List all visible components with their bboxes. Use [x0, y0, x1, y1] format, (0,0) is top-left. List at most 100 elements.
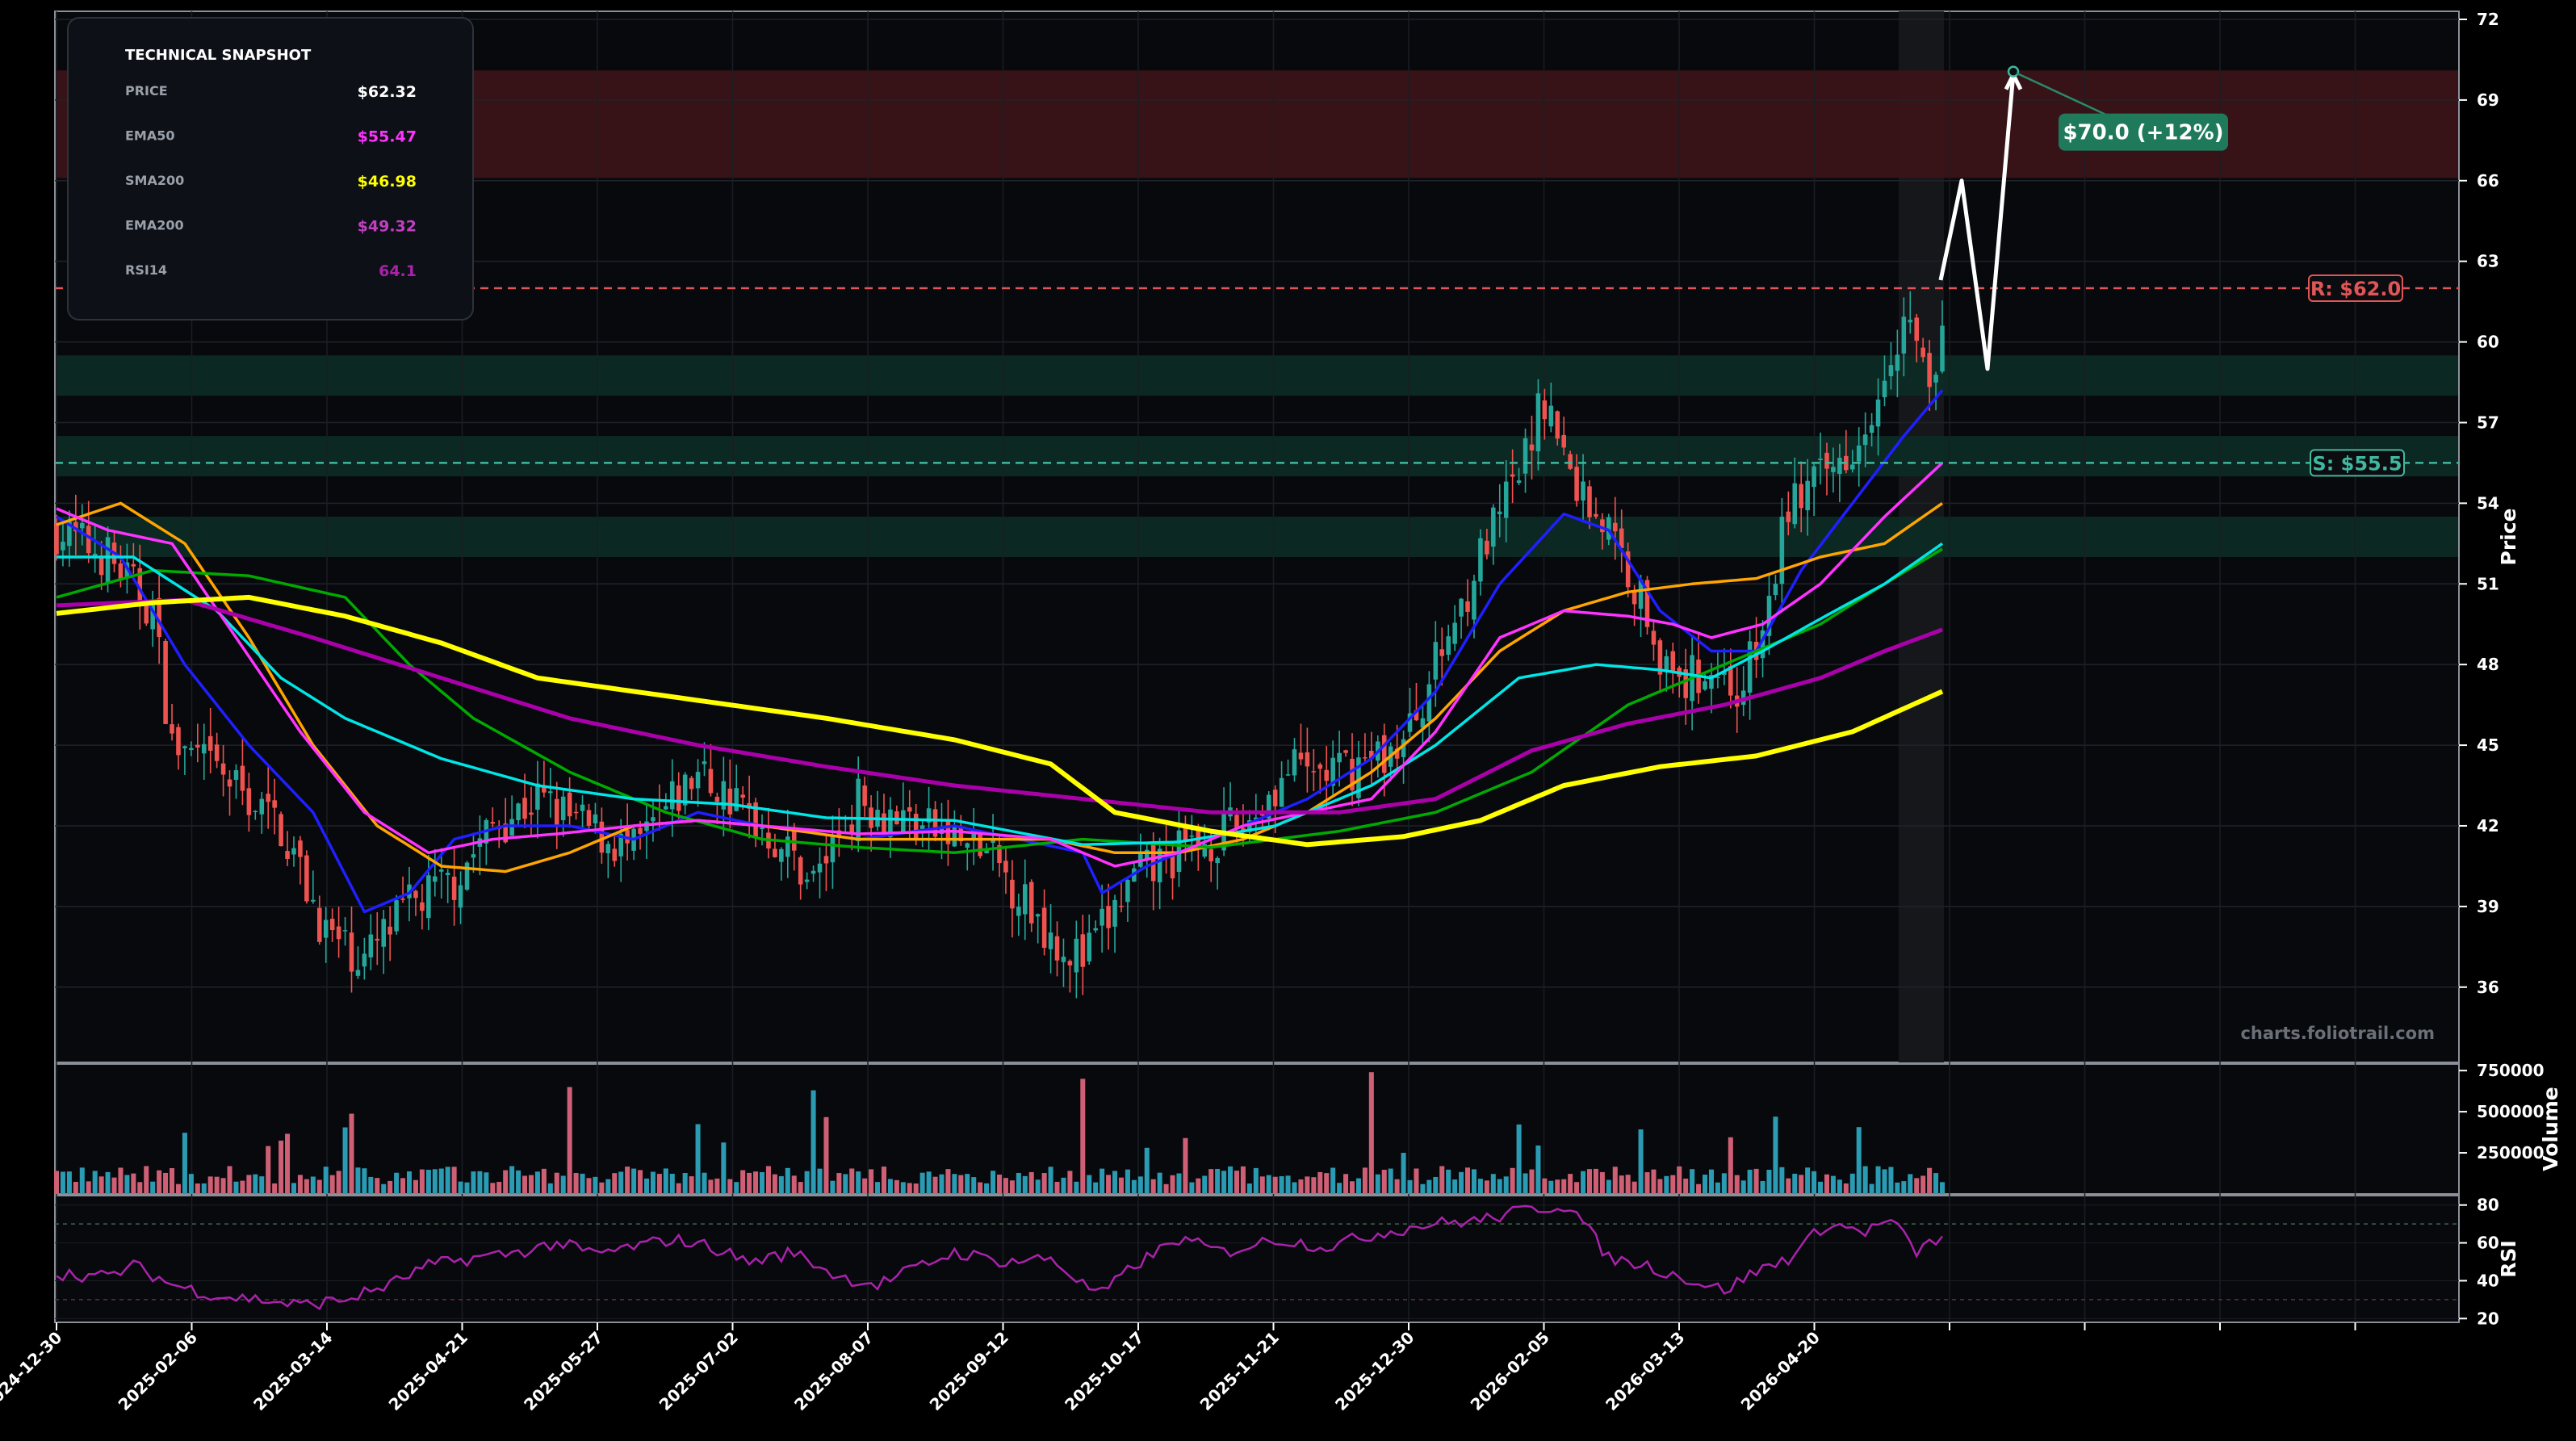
candle-body	[901, 810, 906, 832]
resistance-label: R: $62.0	[2310, 278, 2401, 300]
volume-bar	[214, 1176, 220, 1194]
volume-bar	[1548, 1180, 1554, 1194]
candle-body	[978, 832, 982, 857]
volume-bar	[1484, 1180, 1489, 1194]
candle-body	[323, 919, 329, 938]
volume-bar	[1157, 1172, 1162, 1194]
volume-bar	[1054, 1181, 1060, 1194]
forecast-line	[1938, 73, 2016, 371]
volume-bar	[772, 1174, 777, 1194]
candle-body	[971, 830, 976, 841]
volume-bar	[965, 1174, 970, 1194]
candle-body	[1657, 640, 1663, 675]
candle-body	[1106, 906, 1111, 928]
volume-bar	[1619, 1175, 1624, 1194]
volume-bar	[1439, 1166, 1445, 1194]
candle-body	[1875, 399, 1881, 427]
volume-bar	[1773, 1116, 1778, 1194]
volume-bar	[894, 1179, 899, 1194]
candle-body	[1100, 908, 1104, 926]
volume-bar	[111, 1177, 117, 1194]
target-label: $70.0 (+12%)	[2063, 121, 2223, 145]
candle-body	[913, 813, 919, 840]
volume-bar	[227, 1166, 232, 1194]
candle-body	[779, 848, 784, 862]
candle-body	[1350, 758, 1355, 791]
candle-body	[773, 848, 777, 857]
candle-body	[92, 553, 98, 557]
volume-bar	[310, 1176, 316, 1194]
volume-bar	[1189, 1182, 1195, 1194]
candle-body	[1266, 794, 1271, 819]
candle-body	[1638, 580, 1644, 609]
candle-body	[1510, 474, 1515, 477]
candle-body	[676, 785, 681, 811]
candle-body	[1119, 906, 1124, 907]
candle-body	[349, 932, 354, 972]
volume-bar	[349, 1113, 354, 1194]
volume-bar	[1041, 1173, 1047, 1194]
snapshot-box	[67, 17, 474, 320]
volume-bar	[1895, 1182, 1900, 1194]
snapshot-value-ema200: $49.32	[358, 218, 417, 236]
candle-body	[1529, 444, 1535, 450]
volume-bar	[939, 1174, 945, 1194]
volume-bar	[1292, 1182, 1297, 1194]
volume-bar	[1118, 1177, 1124, 1194]
candle-body	[1170, 852, 1175, 879]
volume-bar	[195, 1183, 200, 1194]
volume-bar	[708, 1179, 714, 1194]
volume-bar	[1888, 1167, 1894, 1194]
candle-body	[1920, 347, 1925, 358]
candle-body	[605, 844, 611, 853]
candle-body	[888, 809, 893, 838]
candle-body	[157, 597, 161, 638]
candle-body	[1548, 405, 1554, 427]
line-sma200	[56, 594, 1944, 848]
volume-bar	[1349, 1181, 1355, 1194]
price-tick-label: 60	[2477, 333, 2499, 352]
volume-bar	[971, 1177, 977, 1194]
x-tick-label: 2025-08-07	[790, 1328, 877, 1414]
volume-bar	[798, 1182, 803, 1194]
candle-body	[618, 833, 623, 857]
candle-body	[907, 807, 912, 812]
volume-bar	[554, 1172, 559, 1194]
candle-body	[1433, 642, 1439, 680]
volume-bar	[137, 1182, 143, 1194]
candle-body	[984, 848, 989, 853]
volume-bar	[503, 1170, 509, 1194]
volume-bar	[984, 1183, 990, 1194]
volume-bar	[484, 1172, 489, 1194]
candle-body	[1523, 438, 1528, 474]
volume-bar	[175, 1183, 181, 1194]
volume-bar	[1568, 1174, 1573, 1194]
volume-bar	[1927, 1167, 1933, 1194]
candle-body	[67, 522, 72, 547]
volume-bar	[201, 1183, 207, 1194]
volume-bar	[714, 1178, 720, 1194]
candle-body	[651, 817, 656, 822]
candle-body	[458, 885, 463, 908]
volume-bar	[560, 1175, 566, 1194]
x-tick-label: 2025-11-21	[1196, 1328, 1283, 1414]
volume-bar	[124, 1175, 130, 1194]
candle-body	[1779, 517, 1785, 584]
volume-bar	[400, 1178, 406, 1194]
candle-body	[1023, 884, 1028, 915]
candle-body	[1516, 480, 1522, 484]
volume-bar	[1196, 1178, 1201, 1194]
candle-body	[1600, 519, 1605, 533]
volume-bar	[1074, 1181, 1079, 1194]
volume-bar	[765, 1166, 771, 1194]
volume-bar	[1355, 1178, 1361, 1194]
candle-body	[1035, 914, 1041, 917]
candle-body	[285, 851, 290, 859]
volume-bar	[92, 1171, 98, 1194]
volume-bar	[1477, 1179, 1483, 1194]
snapshot-label-price: PRICE	[125, 83, 168, 98]
candle-body	[201, 744, 207, 754]
candle-body	[702, 761, 707, 764]
volume-bar	[567, 1087, 572, 1194]
snapshot-value-ema50: $55.47	[358, 128, 417, 146]
